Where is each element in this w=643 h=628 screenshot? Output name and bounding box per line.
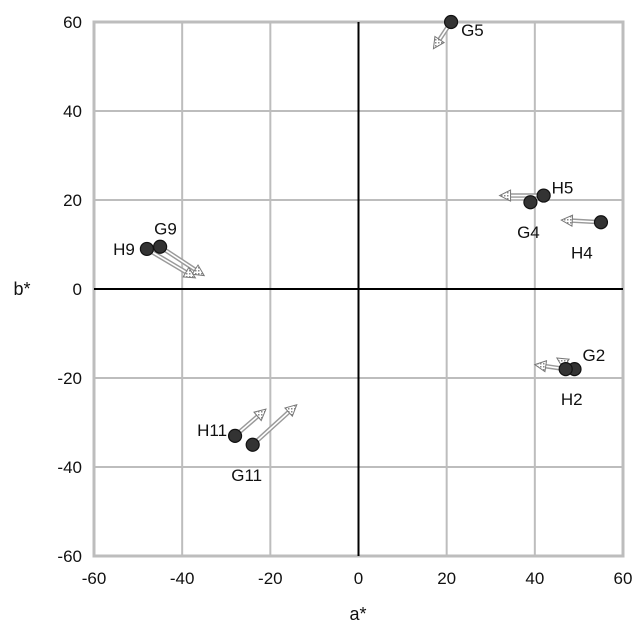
arrow-head-h4 [560,214,574,227]
tick-labels: -60 -40 -20 0 20 40 60 -60 -40 -20 0 20 40 60 [57,13,632,588]
x-tick-label: -60 [82,569,107,588]
arrow-shaft-inner-g11 [252,411,290,446]
point-h11 [227,428,243,443]
y-tick-label: 0 [73,280,82,299]
arrow-head-h9 [182,266,197,279]
point-h4 [593,215,609,230]
point-label-h4: H4 [571,243,593,262]
arrow-head-g11 [284,403,298,418]
data-points: G5 H5 G4 H4 G9 H9 G2 H2 H11 G11 [113,14,609,485]
arrow-head-g9 [191,264,206,277]
x-axis-label: a* [349,604,366,624]
point-label-g2: G2 [583,346,606,365]
point-label-h2: H2 [561,390,583,409]
y-tick-label: 40 [63,102,82,121]
point-label-g11: G11 [231,466,262,485]
y-axis-label: b* [13,279,30,299]
arrow-head-h5 [498,189,512,202]
point-label-g5: G5 [461,21,484,40]
arrow-shaft-inner-h9 [146,248,187,273]
point-label-h11: H11 [197,421,227,440]
x-tick-label: -20 [258,569,283,588]
point-g9 [153,239,168,254]
point-h2 [558,362,573,377]
point-g11 [245,437,260,452]
point-label-h5: H5 [552,179,574,198]
x-tick-label: 0 [354,569,363,588]
point-h5 [536,188,551,203]
x-tick-label: 40 [525,569,544,588]
zero-axes [94,22,623,556]
y-tick-label: -40 [57,458,82,477]
y-tick-label: -20 [57,369,82,388]
point-h9 [139,241,154,257]
arrow-head-h2 [533,360,548,373]
point-label-g4: G4 [517,223,540,242]
arrow-head-h11 [253,408,267,422]
point-g5 [443,14,459,30]
x-tick-label: 60 [614,569,633,588]
arrow-head-g5 [432,35,446,50]
y-tick-label: -60 [57,547,82,566]
x-tick-label: -40 [170,569,195,588]
x-tick-label: 20 [437,569,456,588]
y-tick-label: 60 [63,13,82,32]
point-label-g9: G9 [154,220,177,239]
y-tick-label: 20 [63,191,82,210]
point-label-h9: H9 [113,240,135,259]
point-g4 [523,195,538,210]
